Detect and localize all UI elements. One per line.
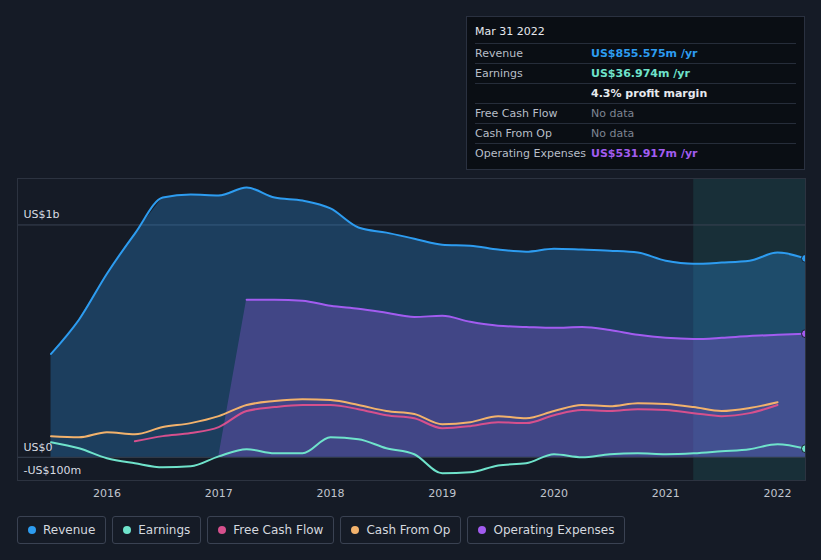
html-text:Earnings: Earnings bbox=[138, 523, 191, 537]
svg-text:2021: 2021 bbox=[652, 487, 680, 500]
html-text:Cash From Op: Cash From Op bbox=[366, 523, 451, 537]
svg-text:US$0: US$0 bbox=[24, 441, 53, 454]
html-text:No data: No data bbox=[591, 127, 635, 140]
svg-text:2017: 2017 bbox=[205, 487, 233, 500]
svg-text:2019: 2019 bbox=[428, 487, 456, 500]
svg-text:-US$100m: -US$100m bbox=[24, 464, 82, 477]
html-text:Earnings: Earnings bbox=[475, 67, 523, 80]
html-text:Cash From Op: Cash From Op bbox=[475, 127, 552, 140]
html-text:US$531.917m /yr: US$531.917m /yr bbox=[591, 147, 698, 160]
html-text:Operating Expenses: Operating Expenses bbox=[493, 523, 615, 537]
svg-text:2018: 2018 bbox=[316, 487, 344, 500]
html-text:Mar 31 2022: Mar 31 2022 bbox=[475, 25, 545, 38]
html-text:Operating Expenses: Operating Expenses bbox=[475, 147, 586, 160]
html-text:Revenue: Revenue bbox=[475, 47, 523, 60]
svg-text:2020: 2020 bbox=[540, 487, 568, 500]
html-text:Free Cash Flow: Free Cash Flow bbox=[233, 523, 324, 537]
html-text:US$36.974m /yr: US$36.974m /yr bbox=[591, 67, 690, 80]
svg-text:2022: 2022 bbox=[764, 487, 792, 500]
html-text:4.3% profit margin: 4.3% profit margin bbox=[591, 87, 708, 100]
svg-text:US$1b: US$1b bbox=[24, 208, 60, 221]
html-text:Free Cash Flow: Free Cash Flow bbox=[475, 107, 558, 120]
html-text:US$855.575m /yr: US$855.575m /yr bbox=[591, 47, 698, 60]
html-text:No data: No data bbox=[591, 107, 635, 120]
html-text:Revenue: Revenue bbox=[43, 523, 96, 537]
svg-text:2016: 2016 bbox=[93, 487, 121, 500]
